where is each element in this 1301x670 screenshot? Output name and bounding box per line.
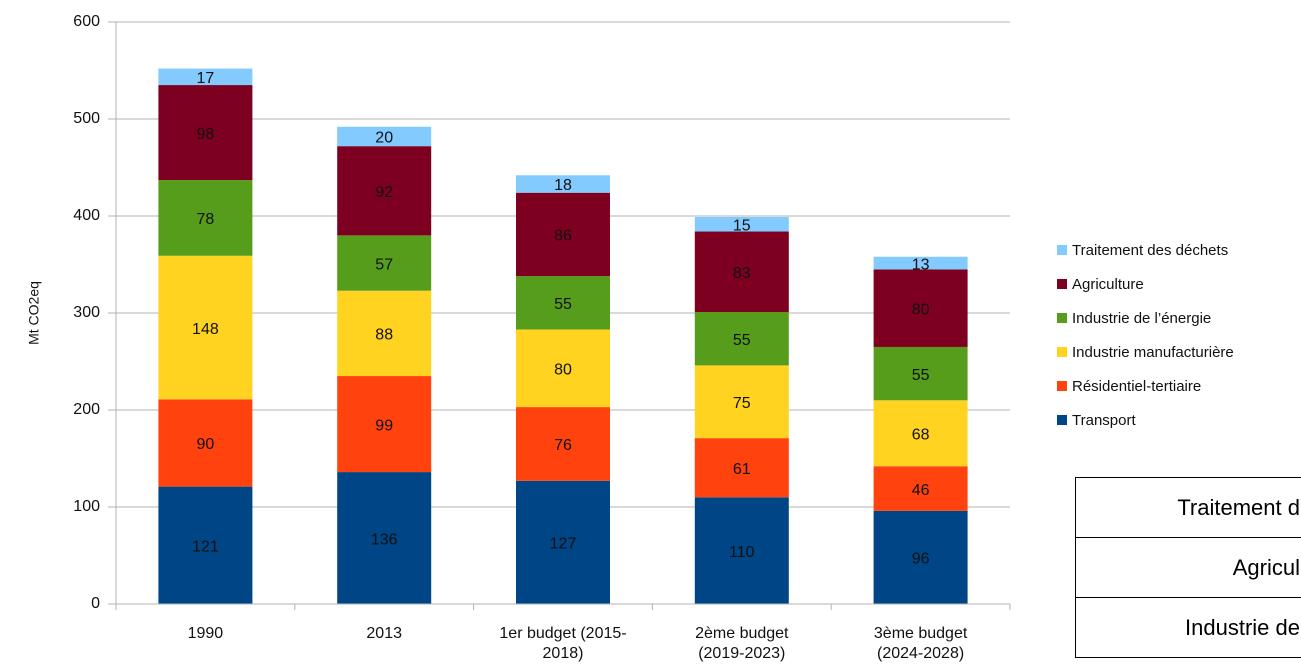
data-label: 18: [554, 177, 572, 194]
x-tick-label: 1990: [187, 625, 224, 642]
data-label: 20: [375, 130, 393, 147]
bar-segment: [158, 255, 253, 400]
legend-label: Industrie de l’énergie: [1072, 310, 1211, 327]
bar-segment: [158, 68, 253, 86]
bar-segment: [516, 407, 610, 481]
x-tick-label: 1er budget (2015-2018): [499, 625, 627, 662]
data-label: 88: [375, 327, 393, 344]
bar-segment: [158, 399, 253, 487]
data-label: 61: [733, 461, 751, 478]
data-label: 55: [912, 367, 930, 384]
data-label: 80: [912, 301, 930, 318]
y-tick-label: 600: [73, 13, 100, 30]
bar-segment: [158, 180, 253, 256]
data-label: 55: [733, 332, 751, 349]
table-cell: Industrie de: [1076, 598, 1301, 658]
legend-label: Traitement des déchets: [1072, 242, 1228, 259]
bar-segment: [516, 192, 610, 277]
bar-segment: [694, 365, 789, 439]
data-label: 148: [192, 321, 219, 338]
bar-segment: [337, 126, 432, 147]
legend-swatch: [1057, 347, 1067, 357]
data-label: 99: [375, 417, 393, 434]
data-label: 78: [197, 211, 215, 228]
legend-swatch: [1057, 245, 1067, 255]
bar-segment: [516, 175, 610, 193]
bar-segment: [873, 256, 968, 270]
data-label: 92: [375, 184, 393, 201]
bar-segment: [337, 290, 432, 377]
bar-segment: [337, 376, 432, 473]
bar-segment: [694, 216, 789, 232]
y-tick-label: 500: [73, 110, 100, 127]
x-tick-label: 2013: [366, 625, 402, 642]
bar-segment: [873, 466, 968, 511]
legend-label: Résidentiel-tertiaire: [1072, 378, 1201, 395]
table-cell: Traitement d: [1076, 478, 1301, 538]
x-tick-label: 3ème budget (2024-2028): [873, 625, 968, 662]
bar-segment: [873, 346, 968, 401]
bar-segment: [337, 472, 432, 604]
legend-label: Transport: [1072, 412, 1136, 429]
bar-segment: [516, 480, 610, 604]
legend-swatch: [1057, 313, 1067, 323]
y-tick-label: 200: [73, 401, 100, 418]
data-label: 121: [192, 539, 219, 556]
bar-segment: [516, 276, 610, 330]
bar-segment: [873, 510, 968, 604]
bar-segment: [158, 486, 253, 604]
bar-segment: [694, 497, 789, 604]
table-cell: Agricul: [1076, 538, 1301, 598]
data-label: 110: [729, 544, 755, 561]
x-tick-label: 2ème budget (2019-2023): [695, 625, 789, 662]
legend-label: Agriculture: [1072, 276, 1144, 293]
bar-segment: [516, 329, 610, 408]
y-tick-label: 0: [91, 595, 100, 612]
y-tick-label: 300: [73, 304, 100, 321]
legend-swatch: [1057, 415, 1067, 425]
data-label: 57: [375, 256, 393, 273]
legend-swatch: [1057, 381, 1067, 391]
data-label: 86: [554, 228, 572, 245]
bar-segment: [694, 231, 789, 313]
data-label: 13: [912, 256, 930, 273]
table: Traitement d Agricul Industrie de: [1075, 477, 1301, 658]
bar-segment: [158, 85, 253, 181]
bar-segment: [694, 438, 789, 498]
data-label: 17: [197, 70, 215, 87]
bar-segment: [337, 235, 432, 291]
data-label: 80: [554, 362, 572, 379]
data-label: 46: [912, 482, 930, 499]
data-label: 90: [197, 436, 215, 453]
data-label: 83: [733, 265, 751, 282]
data-label: 136: [371, 531, 398, 548]
y-tick-label: 400: [73, 207, 100, 224]
data-label: 75: [733, 395, 751, 412]
bar-segment: [694, 312, 789, 366]
data-label: 55: [554, 296, 572, 313]
legend-swatch: [1057, 279, 1067, 289]
bar-segment: [337, 146, 432, 236]
bar-segment: [873, 269, 968, 347]
data-label: 96: [912, 551, 930, 568]
y-axis-label: Mt CO2eq: [26, 281, 42, 345]
bar-segment: [873, 400, 968, 467]
data-label: 76: [554, 437, 572, 454]
legend-label: Industrie manufacturière: [1072, 344, 1234, 361]
data-label: 15: [733, 217, 751, 234]
data-label: 98: [197, 126, 215, 143]
data-label: 68: [912, 426, 930, 443]
data-label: 127: [550, 536, 577, 553]
y-tick-label: 100: [73, 498, 100, 515]
